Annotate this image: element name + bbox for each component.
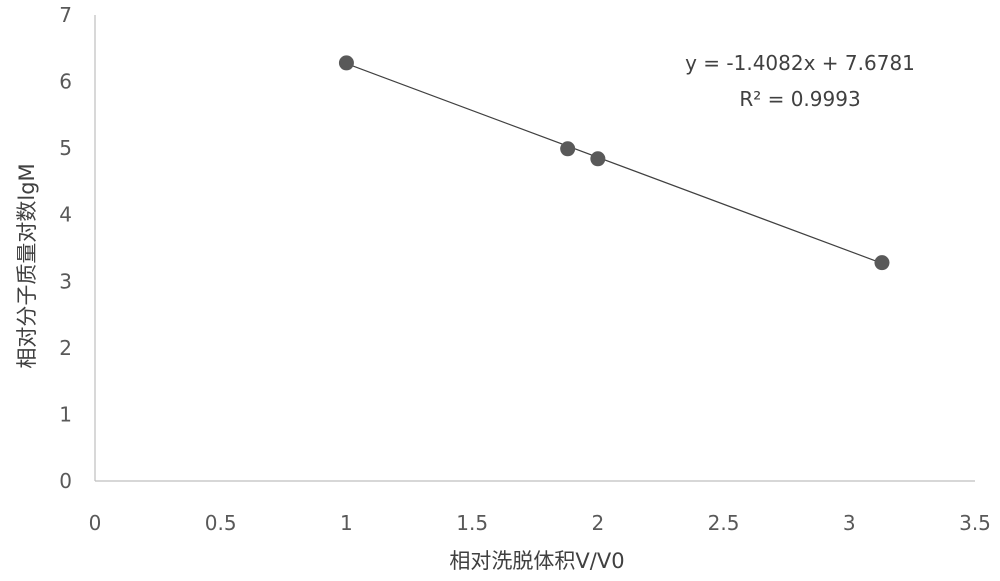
x-tick-label: 2.5 — [708, 511, 740, 535]
y-tick-label: 5 — [59, 136, 72, 160]
x-tick-label: 1 — [340, 511, 353, 535]
r-squared-label: R² = 0.9993 — [739, 87, 860, 111]
tick-labels: 0 0.5 1 1.5 2 2.5 3 3.5 0 1 2 3 4 5 6 7 — [59, 3, 991, 535]
data-point — [590, 151, 605, 166]
y-tick-label: 2 — [59, 336, 72, 360]
data-point — [874, 255, 889, 270]
x-tick-label: 3.5 — [959, 511, 991, 535]
y-tick-label: 4 — [59, 203, 72, 227]
y-tick-label: 0 — [59, 469, 72, 493]
x-tick-label: 0.5 — [205, 511, 237, 535]
x-axis-title: 相对洗脱体积V/V0 — [449, 549, 624, 573]
x-tick-label: 3 — [843, 511, 856, 535]
y-tick-label: 7 — [59, 3, 72, 27]
y-axis-title: 相对分子质量对数lgM — [15, 163, 39, 368]
trendline-equation: y = -1.4082x + 7.6781 — [685, 51, 915, 75]
data-point — [339, 55, 354, 70]
y-tick-label: 1 — [59, 402, 72, 426]
axes — [95, 15, 975, 481]
data-point — [560, 141, 575, 156]
x-tick-label: 0 — [89, 511, 102, 535]
y-tick-label: 3 — [59, 269, 72, 293]
x-tick-label: 2 — [591, 511, 604, 535]
y-tick-label: 6 — [59, 70, 72, 94]
x-tick-label: 1.5 — [456, 511, 488, 535]
